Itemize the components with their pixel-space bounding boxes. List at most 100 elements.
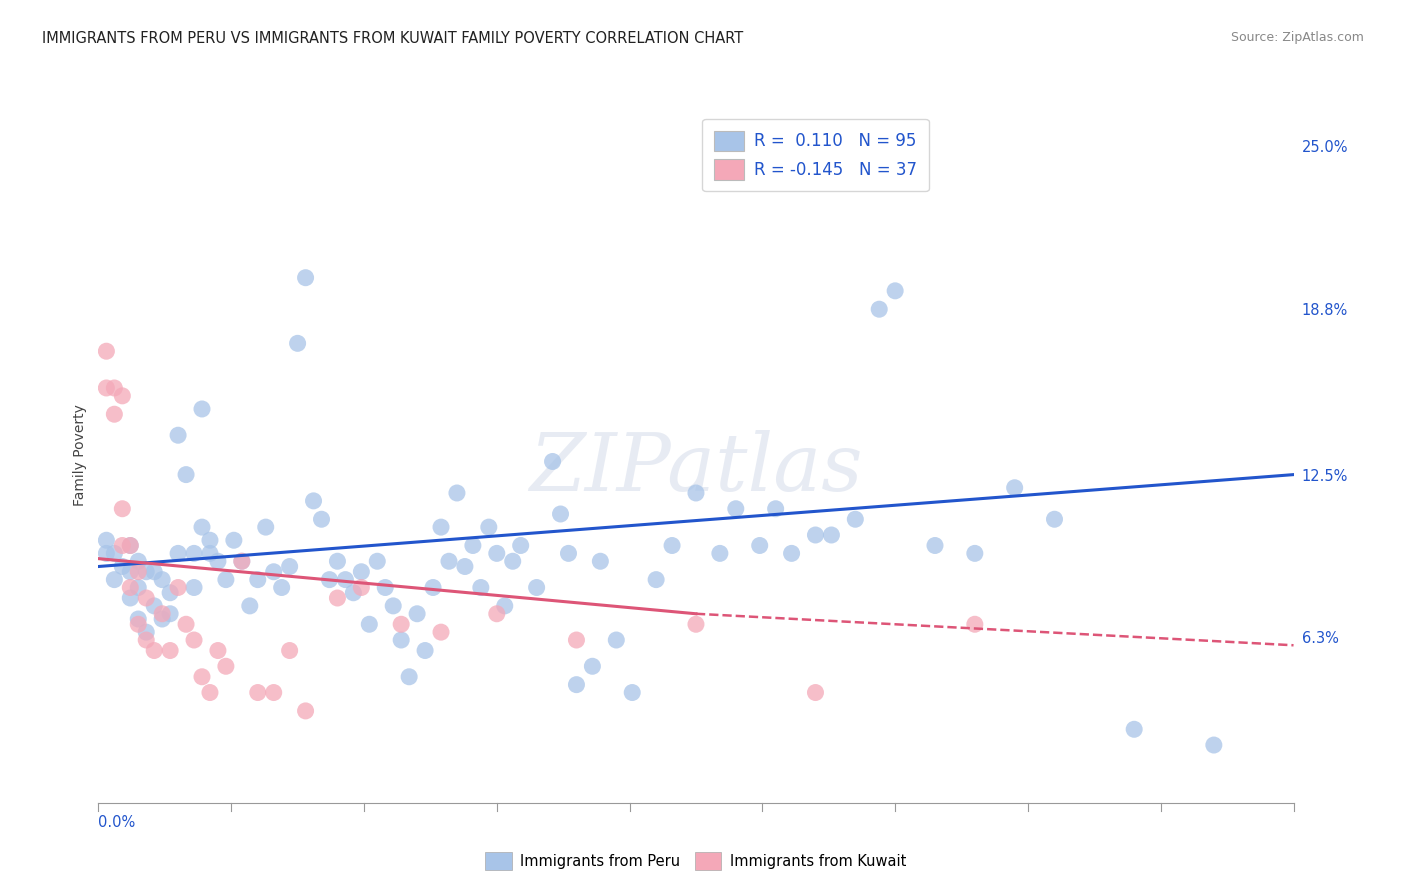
Point <box>661 539 683 553</box>
Point <box>231 554 253 568</box>
Text: ZIPatlas: ZIPatlas <box>529 430 863 508</box>
Point <box>287 336 309 351</box>
Point <box>311 512 333 526</box>
Point <box>150 612 173 626</box>
Point <box>804 685 827 699</box>
Point <box>198 533 221 548</box>
Point <box>111 389 134 403</box>
Point <box>550 507 572 521</box>
Point <box>557 546 579 560</box>
Point <box>127 565 149 579</box>
Point <box>335 573 357 587</box>
Point <box>1123 723 1146 737</box>
Point <box>1202 738 1225 752</box>
Point <box>884 284 907 298</box>
Point <box>1043 512 1066 526</box>
Point <box>183 633 205 648</box>
Point <box>120 539 142 553</box>
Point <box>389 633 412 648</box>
Point <box>263 685 285 699</box>
Point <box>191 520 214 534</box>
Point <box>143 565 166 579</box>
Point <box>183 546 205 560</box>
Point <box>494 599 516 613</box>
Point <box>804 528 827 542</box>
Point <box>159 607 181 621</box>
Point <box>191 401 214 416</box>
Point <box>127 554 149 568</box>
Point <box>120 539 142 553</box>
Point <box>96 546 118 560</box>
Point <box>963 546 986 560</box>
Point <box>526 581 548 595</box>
Point <box>350 581 373 595</box>
Point <box>111 559 134 574</box>
Text: IMMIGRANTS FROM PERU VS IMMIGRANTS FROM KUWAIT FAMILY POVERTY CORRELATION CHART: IMMIGRANTS FROM PERU VS IMMIGRANTS FROM … <box>42 31 744 46</box>
Point <box>868 302 890 317</box>
Point <box>430 625 453 640</box>
Point <box>231 554 253 568</box>
Point <box>135 633 157 648</box>
Point <box>143 643 166 657</box>
Point <box>198 685 221 699</box>
Point <box>96 344 118 359</box>
Point <box>398 670 420 684</box>
Point <box>246 685 269 699</box>
Text: Source: ZipAtlas.com: Source: ZipAtlas.com <box>1230 31 1364 45</box>
Point <box>485 546 508 560</box>
Point <box>461 539 484 553</box>
Point <box>246 573 269 587</box>
Point <box>302 494 325 508</box>
Point <box>191 670 214 684</box>
Point <box>96 533 118 548</box>
Point <box>183 581 205 595</box>
Point <box>135 565 157 579</box>
Point <box>326 591 349 605</box>
Point <box>748 539 770 553</box>
Point <box>278 559 301 574</box>
Legend: R =  0.110   N = 95, R = -0.145   N = 37: R = 0.110 N = 95, R = -0.145 N = 37 <box>703 119 928 191</box>
Point <box>294 270 316 285</box>
Point <box>326 554 349 568</box>
Point <box>422 581 444 595</box>
Point <box>222 533 245 548</box>
Point <box>924 539 946 553</box>
Point <box>820 528 842 542</box>
Point <box>366 554 388 568</box>
Text: 0.0%: 0.0% <box>98 815 135 830</box>
Point <box>215 573 238 587</box>
Point <box>318 573 340 587</box>
Point <box>167 546 190 560</box>
Point <box>382 599 405 613</box>
Point <box>342 586 364 600</box>
Point <box>103 573 125 587</box>
Point <box>127 612 149 626</box>
Point <box>103 546 125 560</box>
Point <box>413 643 436 657</box>
Point <box>541 454 564 468</box>
Point <box>111 501 134 516</box>
Point <box>765 501 787 516</box>
Point <box>159 586 181 600</box>
Point <box>111 539 134 553</box>
Point <box>127 581 149 595</box>
Point <box>103 407 125 421</box>
Point <box>254 520 277 534</box>
Point <box>509 539 531 553</box>
Point <box>430 520 453 534</box>
Point <box>270 581 292 595</box>
Point <box>350 565 373 579</box>
Point <box>359 617 381 632</box>
Point <box>207 643 229 657</box>
Point <box>605 633 627 648</box>
Point <box>263 565 285 579</box>
Point <box>780 546 803 560</box>
Point <box>485 607 508 621</box>
Point <box>294 704 316 718</box>
Point <box>120 565 142 579</box>
Point <box>621 685 644 699</box>
Point <box>406 607 429 621</box>
Point <box>454 559 477 574</box>
Point <box>581 659 603 673</box>
Point <box>96 381 118 395</box>
